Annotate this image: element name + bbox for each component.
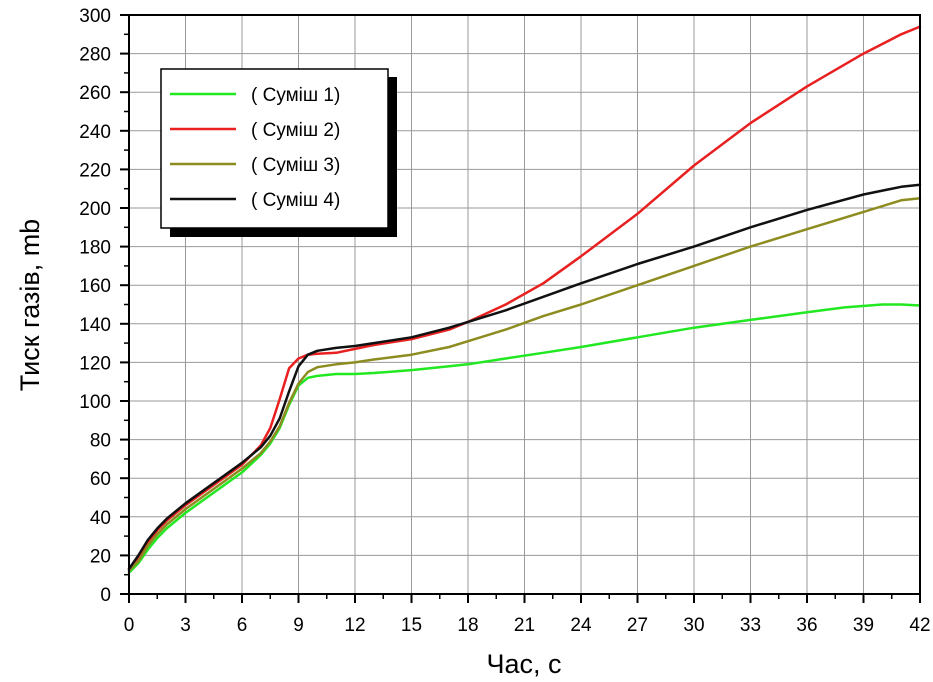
y-tick-label: 280 bbox=[79, 45, 111, 66]
x-tick-label: 0 bbox=[124, 615, 135, 636]
legend-label-4: ( Суміш 4) bbox=[251, 190, 340, 211]
y-tick-label: 40 bbox=[90, 508, 111, 529]
y-tick-label: 120 bbox=[79, 353, 111, 374]
x-tick-label: 24 bbox=[570, 615, 592, 636]
legend-label-3: ( Суміш 3) bbox=[251, 155, 340, 176]
y-tick-label: 20 bbox=[90, 546, 111, 567]
series-line-2 bbox=[127, 25, 922, 571]
y-tick-label: 300 bbox=[79, 6, 111, 27]
tick-labels: 0 3 6 9 12 15 18 21 24 27 30 33 36 39 4202040608010012… bbox=[79, 6, 930, 636]
x-tick-label: 33 bbox=[740, 615, 761, 636]
legend-label-2: ( Суміш 2) bbox=[251, 120, 340, 141]
x-tick-label: 30 bbox=[683, 615, 704, 636]
y-tick-label: 80 bbox=[90, 431, 111, 452]
y-tick-label: 200 bbox=[79, 199, 111, 220]
x-tick-label: 39 bbox=[853, 615, 874, 636]
series-lines bbox=[127, 25, 922, 575]
x-tick-label: 42 bbox=[909, 615, 930, 636]
legend-items: ( Суміш 1) ( Суміш 2) ( Суміш 3) ( Суміш 4) bbox=[170, 85, 340, 211]
y-tick-label: 140 bbox=[79, 315, 111, 336]
y-tick-label: 220 bbox=[79, 160, 111, 181]
x-tick-label: 18 bbox=[457, 615, 478, 636]
y-tick-label: 0 bbox=[100, 585, 111, 606]
series-line-1 bbox=[127, 303, 922, 575]
x-tick-label: 6 bbox=[237, 615, 248, 636]
x-tick-label: 27 bbox=[627, 615, 648, 636]
x-tick-label: 9 bbox=[293, 615, 304, 636]
x-tick-label: 3 bbox=[180, 615, 191, 636]
y-tick-label: 260 bbox=[79, 83, 111, 104]
x-tick-label: 36 bbox=[796, 615, 817, 636]
y-tick-label: 180 bbox=[79, 238, 111, 259]
legend: ( Суміш 1) ( Суміш 2) ( Суміш 3) ( Суміш 4) bbox=[160, 68, 397, 237]
series-line-4 bbox=[127, 183, 922, 571]
y-tick-label: 100 bbox=[79, 392, 111, 413]
legend-label-1: ( Суміш 1) bbox=[251, 85, 340, 106]
x-axis-title: Час, с bbox=[486, 649, 561, 679]
series-line-3 bbox=[127, 197, 922, 573]
x-tick-label: 12 bbox=[344, 615, 365, 636]
y-axis-title: Тиск газів, mb bbox=[15, 219, 45, 391]
axis-ticks bbox=[120, 14, 921, 603]
grid bbox=[128, 14, 921, 595]
x-tick-label: 15 bbox=[401, 615, 422, 636]
y-tick-label: 240 bbox=[79, 122, 111, 143]
y-tick-label: 160 bbox=[79, 276, 111, 297]
y-tick-label: 60 bbox=[90, 469, 111, 490]
legend-box bbox=[160, 68, 389, 229]
x-tick-label: 21 bbox=[514, 615, 535, 636]
